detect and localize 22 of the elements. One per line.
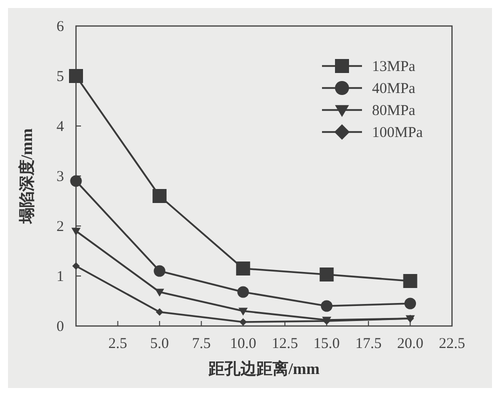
y-tick-label: 1 — [56, 269, 64, 285]
legend-label: 100MPa — [372, 125, 424, 141]
y-tick-label: 0 — [56, 319, 64, 335]
legend-label: 40MPa — [372, 81, 416, 97]
legend-label: 13MPa — [372, 59, 416, 75]
x-tick-label: 12.5 — [272, 336, 298, 352]
x-tick-label: 22.5 — [438, 336, 466, 352]
y-tick-label: 3 — [56, 169, 64, 185]
y-axis-title: 塌陷深度/mm — [17, 128, 36, 225]
x-tick-label: 10.0 — [230, 336, 256, 352]
x-tick-label: 2.5 — [108, 336, 128, 352]
y-tick-label: 6 — [56, 19, 64, 35]
x-axis-title: 距孔边距离/mm — [207, 359, 320, 378]
x-tick-label: 15.0 — [314, 336, 340, 352]
y-tick-label: 4 — [56, 119, 64, 135]
legend-label: 80MPa — [372, 103, 416, 119]
y-tick-label: 2 — [56, 219, 64, 235]
y-tick-label: 5 — [56, 69, 64, 85]
x-tick-label: 5.0 — [150, 336, 169, 352]
x-tick-label: 20.0 — [397, 336, 424, 352]
x-tick-label: 7.5 — [192, 336, 211, 352]
x-tick-label: 17.5 — [355, 336, 382, 352]
